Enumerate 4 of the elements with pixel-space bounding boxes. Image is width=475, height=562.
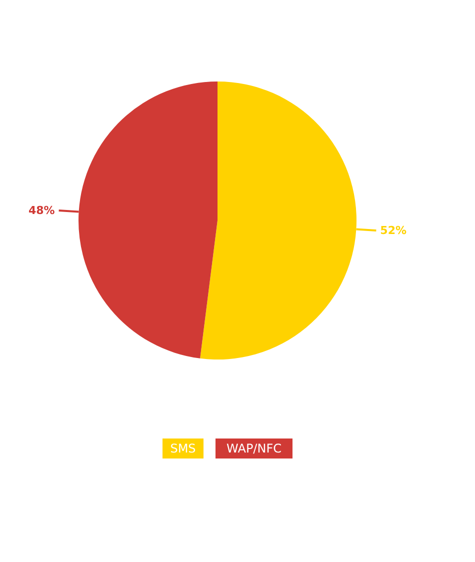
data-label: 52%	[380, 224, 407, 237]
legend-label: WAP/NFC	[226, 442, 282, 456]
legend-label: SMS	[170, 442, 196, 456]
data-label: 48%	[28, 204, 55, 218]
